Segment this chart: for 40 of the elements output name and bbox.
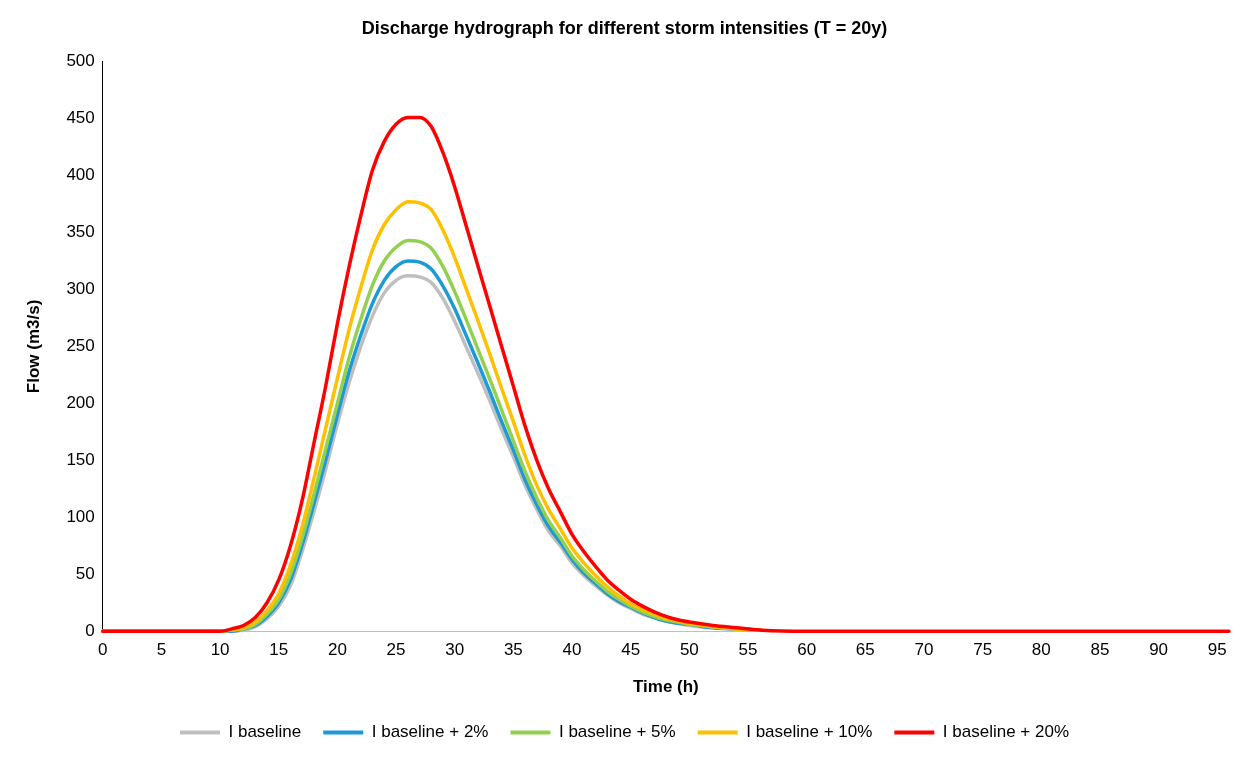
y-tick-label: 350 — [66, 222, 95, 242]
y-tick-label: 200 — [66, 393, 95, 413]
x-tick-label: 85 — [1090, 640, 1110, 660]
x-tick-label: 15 — [269, 640, 289, 660]
x-tick-label: 35 — [503, 640, 523, 660]
y-tick-label: 0 — [85, 620, 95, 640]
x-tick-label: 0 — [98, 640, 108, 660]
y-tick-label: 400 — [66, 165, 95, 185]
x-tick-label: 20 — [327, 640, 347, 660]
x-tick-label: 80 — [1031, 640, 1051, 660]
x-tick-label: 25 — [386, 640, 406, 660]
x-tick-label: 30 — [445, 640, 465, 660]
line-series — [101, 115, 1231, 633]
x-tick-label: 40 — [562, 640, 582, 660]
legend-label: I baseline + 10% — [746, 722, 873, 742]
legend-label: I baseline + 20% — [942, 722, 1070, 742]
legend-label: I baseline + 2% — [371, 722, 489, 742]
x-tick-label: 60 — [797, 640, 817, 660]
x-tick-label: 65 — [855, 640, 875, 660]
y-tick-label: 150 — [66, 450, 95, 470]
x-tick-label: 95 — [1207, 640, 1227, 660]
y-tick-label: 250 — [66, 336, 95, 356]
y-tick-label: 450 — [66, 108, 95, 128]
y-tick-label: 100 — [66, 506, 95, 526]
x-tick-label: 10 — [210, 640, 230, 660]
x-tick-label: 5 — [156, 640, 167, 660]
y-axis-title: Flow (m3/s) — [23, 299, 43, 394]
legend-label: I baseline — [228, 722, 302, 742]
chart-title: Discharge hydrograph for different storm intensities (T = 20y) — [361, 17, 888, 38]
x-tick-label: 45 — [621, 640, 641, 660]
x-tick-label: 90 — [1149, 640, 1169, 660]
x-tick-label: 70 — [914, 640, 934, 660]
y-tick-label: 50 — [75, 563, 95, 583]
x-tick-label: 75 — [973, 640, 993, 660]
y-tick-label: 300 — [66, 279, 95, 299]
x-axis-title: Time (h) — [632, 677, 699, 697]
x-tick-label: 50 — [679, 640, 699, 660]
legend-label: I baseline + 5% — [558, 722, 676, 742]
y-tick-label: 500 — [66, 51, 95, 71]
x-tick-label: 55 — [738, 640, 758, 660]
